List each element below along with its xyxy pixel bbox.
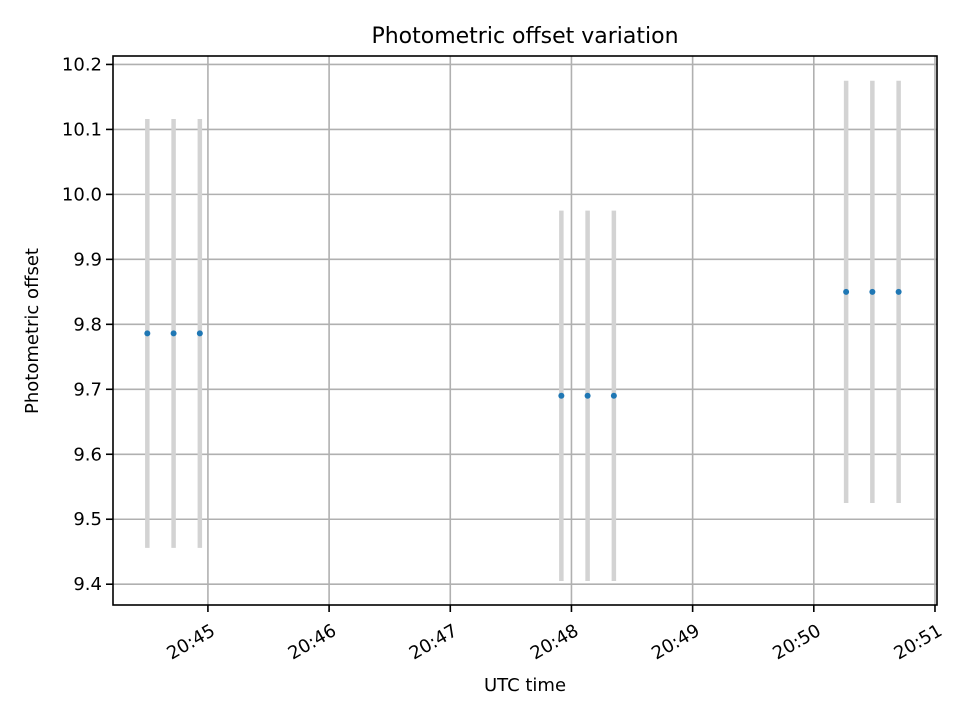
y-tick-label: 9.9: [73, 249, 102, 270]
y-axis-ticks: 9.4 9.5 9.6 9.7 9.8 9.9 10.0 10.1 10.2: [62, 54, 113, 595]
data-point: [584, 392, 591, 399]
y-tick-label: 9.6: [73, 444, 102, 465]
y-tick-label: 10.0: [62, 184, 102, 205]
data-point: [196, 330, 203, 337]
chart-title: Photometric offset variation: [371, 24, 678, 49]
x-gridlines: [207, 56, 936, 605]
y-gridlines: [113, 63, 937, 586]
y-tick-label: 9.5: [73, 509, 102, 530]
data-points: [144, 288, 902, 399]
plot-frame: [112, 55, 938, 606]
data-point: [144, 330, 151, 337]
data-point: [895, 288, 902, 295]
y-tick-label: 10.2: [62, 54, 102, 75]
x-axis-label: UTC time: [484, 675, 566, 696]
y-tick-label: 10.1: [62, 119, 102, 140]
data-point: [610, 392, 617, 399]
y-axis-label: Photometric offset: [22, 248, 43, 414]
y-tick-label: 9.8: [73, 314, 102, 335]
data-point: [869, 288, 876, 295]
data-point: [170, 330, 177, 337]
data-point: [558, 392, 565, 399]
y-tick-label: 9.7: [73, 379, 102, 400]
data-point: [843, 288, 850, 295]
y-tick-label: 9.4: [73, 574, 102, 595]
